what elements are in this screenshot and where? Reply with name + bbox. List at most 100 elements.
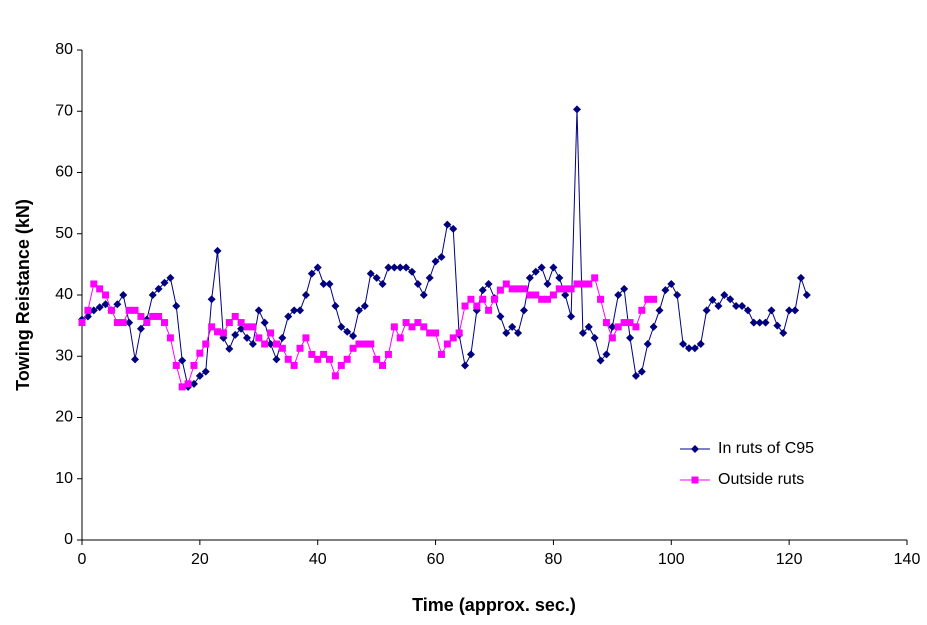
marker [301,291,310,299]
marker [585,280,593,288]
marker [638,306,646,314]
marker [526,291,534,299]
marker [738,302,746,311]
marker [349,332,358,341]
marker [573,280,581,288]
marker [661,286,670,295]
marker [443,220,452,229]
legend-label: In ruts of C95 [718,440,814,457]
marker [254,306,263,315]
marker [219,329,227,337]
marker [243,323,251,331]
marker [396,263,405,272]
marker [478,286,487,295]
marker [667,279,676,288]
marker [331,372,339,380]
marker [502,280,510,288]
marker [431,257,440,266]
marker [408,323,416,331]
marker [673,291,682,299]
marker [255,334,263,342]
marker [596,356,605,365]
marker [502,328,511,337]
marker [402,263,411,272]
marker [189,379,198,388]
marker [154,284,163,293]
marker [95,303,104,312]
marker [426,329,434,337]
marker [767,306,776,315]
marker [261,340,269,348]
y-tick-label: 10 [55,470,73,487]
marker [614,323,622,331]
marker [597,295,605,303]
marker [373,355,381,363]
marker [691,476,699,484]
marker [84,306,92,314]
y-tick-label: 0 [64,531,73,548]
marker [367,340,375,348]
marker [372,273,381,282]
marker [508,285,516,293]
marker [743,306,752,315]
marker [248,340,257,348]
y-tick-label: 80 [55,41,73,58]
marker [455,329,463,337]
marker [184,380,192,388]
marker [567,312,576,321]
marker [485,306,493,314]
marker [166,273,175,282]
marker [726,295,735,304]
marker [343,355,351,363]
x-tick-label: 20 [191,551,209,568]
marker [732,302,741,311]
marker [796,273,805,282]
marker [331,302,340,311]
marker [614,291,623,299]
marker [320,350,328,358]
marker [78,319,86,327]
marker [461,302,469,310]
marker [190,361,198,369]
marker [90,280,98,288]
marker [650,295,658,303]
marker [161,319,168,327]
marker [302,334,310,342]
marker [520,285,528,293]
marker [479,295,487,303]
x-tick-label: 0 [78,551,87,568]
marker [267,329,275,337]
marker [149,312,157,320]
marker [178,356,187,365]
marker [214,328,222,336]
marker [278,344,286,352]
marker [172,361,180,369]
marker [802,291,811,299]
marker [390,323,398,331]
marker [643,340,652,348]
marker [101,300,110,309]
marker [137,312,145,320]
marker [537,263,546,272]
marker [325,279,334,288]
marker [113,300,122,309]
marker [679,340,688,348]
marker [378,279,387,288]
marker [578,328,587,337]
marker [408,267,416,276]
marker [637,367,646,376]
marker [113,319,121,327]
marker [337,361,345,369]
marker [484,279,493,288]
marker [555,273,564,282]
y-tick-label: 70 [55,102,73,119]
marker [532,291,540,299]
marker [626,319,634,327]
marker [420,323,428,331]
marker [684,344,693,353]
marker [443,340,451,348]
marker [260,318,269,327]
marker [449,334,457,342]
marker [107,306,115,314]
marker [237,324,246,333]
